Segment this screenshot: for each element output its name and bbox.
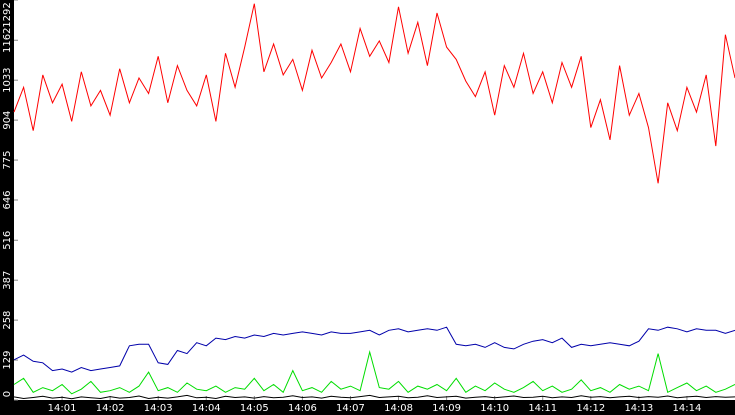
x-tick-label: 14:12 [576, 403, 605, 414]
y-tick-label: 1292 [2, 2, 13, 27]
x-tick-label: 14:09 [432, 403, 461, 414]
x-tick-label: 14:10 [480, 403, 509, 414]
y-axis-strip [0, 0, 14, 415]
x-tick-label: 14:13 [624, 403, 653, 414]
x-tick-label: 14:11 [528, 403, 557, 414]
series-line [13, 350, 735, 395]
y-tick-label: 387 [2, 271, 13, 290]
x-tick-label: 14:01 [48, 403, 77, 414]
y-tick-label: 1033 [2, 67, 13, 92]
y-tick-label: 258 [2, 311, 13, 330]
x-tick-label: 14:04 [192, 403, 221, 414]
x-tick-label: 14:08 [384, 403, 413, 414]
y-tick-label: 646 [2, 190, 13, 209]
x-tick-label: 14:06 [288, 403, 317, 414]
x-tick-label: 14:07 [336, 403, 365, 414]
y-tick-label: 129 [2, 351, 13, 370]
y-tick-label: 516 [2, 231, 13, 250]
y-tick-label: 1162 [2, 28, 13, 53]
x-tick-label: 14:14 [673, 403, 702, 414]
x-tick-label: 14:03 [144, 403, 173, 414]
y-tick-label: 775 [2, 151, 13, 170]
x-axis-strip [0, 400, 735, 415]
series-line [13, 326, 735, 373]
x-tick-label: 14:05 [240, 403, 269, 414]
y-tick-label: 904 [2, 111, 13, 130]
series-line [13, 394, 735, 400]
y-tick-label: 0 [2, 391, 13, 397]
series-line [13, 3, 735, 184]
x-tick-label: 14:02 [96, 403, 125, 414]
